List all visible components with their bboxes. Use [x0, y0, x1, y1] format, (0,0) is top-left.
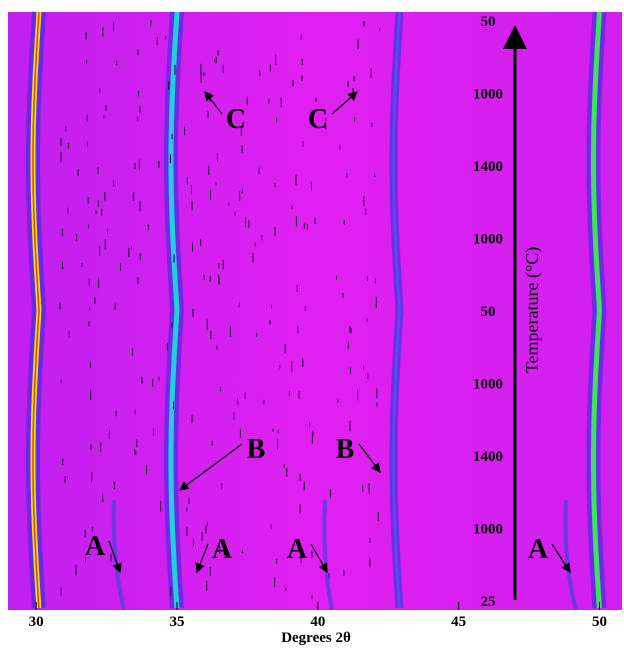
temperature-label: 1400 — [473, 449, 503, 465]
annotation: A — [212, 534, 233, 565]
annotation-arrow — [310, 543, 328, 574]
x-tick-label: 40 — [310, 614, 325, 630]
map-background — [8, 12, 622, 610]
x-axis-label: Degrees 2θ — [281, 630, 351, 645]
peak-core — [32, 11, 40, 609]
temperature-label: 1000 — [473, 232, 503, 248]
temperature-label: 25 — [481, 594, 496, 610]
annotation-arrow — [179, 443, 243, 491]
annotation-arrow — [331, 91, 358, 115]
annotation: B — [336, 434, 355, 465]
temperature-label: 50 — [481, 14, 496, 30]
annotation-arrow — [204, 91, 223, 115]
annotation: C — [308, 104, 328, 135]
annotation: A — [85, 531, 106, 562]
peak — [591, 11, 602, 609]
annotation-arrow — [551, 543, 571, 574]
x-tick-label: 45 — [451, 614, 466, 630]
x-tick-label: 30 — [29, 614, 44, 630]
annotation: A — [287, 534, 308, 565]
annotation-arrow — [358, 443, 381, 473]
temperature-label: 1400 — [473, 159, 503, 175]
y-axis-label: Temperature (°C) — [522, 247, 543, 373]
temperature-label: 50 — [481, 304, 496, 320]
peak — [392, 11, 401, 609]
annotation-arrow — [195, 543, 209, 574]
minor-peaks — [111, 499, 578, 611]
temperature-label: 1000 — [473, 87, 503, 103]
annotation-arrow — [108, 540, 122, 574]
peak — [168, 11, 180, 609]
annotation: A — [528, 534, 549, 565]
annotation: B — [247, 434, 266, 465]
temperature-label: 1000 — [473, 522, 503, 538]
annotation: C — [226, 104, 246, 135]
temperature-label: 1000 — [473, 377, 503, 393]
x-tick-label: 50 — [592, 614, 607, 630]
x-tick-label: 35 — [169, 614, 184, 630]
